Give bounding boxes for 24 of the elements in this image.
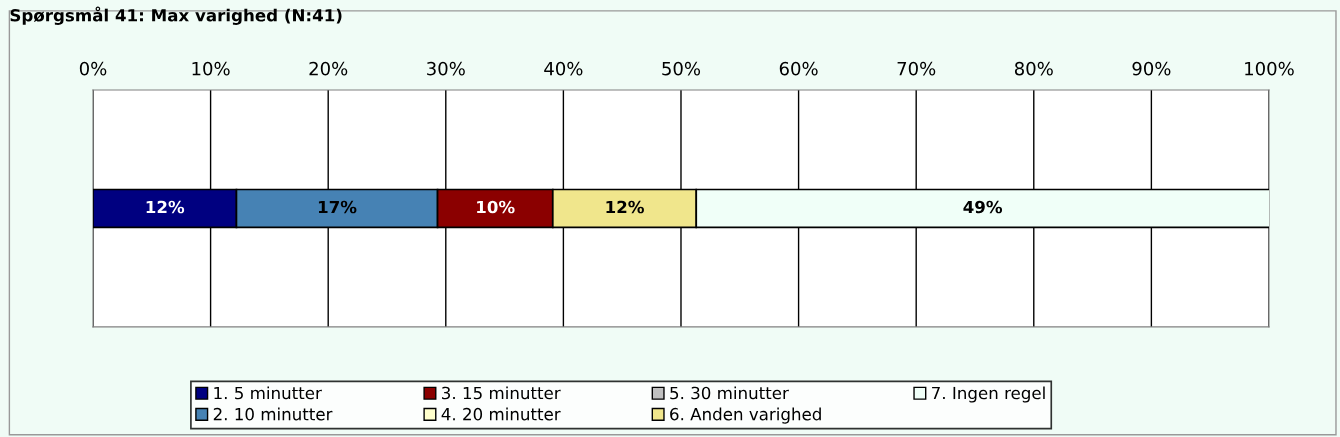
x-tick-label: 40% (544, 61, 583, 76)
legend-label: 6. Anden varighed (670, 407, 821, 424)
x-tick-label: 30% (427, 61, 465, 76)
x-tick-label: 80% (1014, 61, 1053, 76)
legend-label: 7. Ingen regel (932, 386, 1045, 403)
data-label: 17% (318, 200, 357, 214)
legend-label: 3. 15 minutter (442, 386, 561, 400)
x-tick-label: 20% (309, 61, 348, 76)
x-tick-label: 70% (897, 61, 936, 76)
legend-label: 1. 5 minutter (214, 386, 322, 400)
legend-label: 4. 20 minutter (441, 407, 561, 421)
x-tick-label: 90% (1132, 61, 1171, 76)
legend-label: 5. 30 minutter (670, 386, 789, 400)
x-tick-label: 0% (79, 61, 107, 76)
legend-label: 2. 10 minutter (213, 407, 333, 421)
x-tick-label: 10% (192, 61, 230, 76)
data-label: 49% (963, 200, 1003, 214)
data-label: 12% (606, 200, 644, 214)
chart-title: Spørgsmål 41: Max varighed (N:41) (10, 6, 342, 25)
x-tick-label: 100% (1245, 61, 1294, 76)
data-label: 10% (477, 200, 515, 214)
x-tick-label: 60% (779, 61, 818, 76)
data-label: 12% (146, 200, 185, 214)
x-tick-label: 50% (662, 61, 701, 76)
